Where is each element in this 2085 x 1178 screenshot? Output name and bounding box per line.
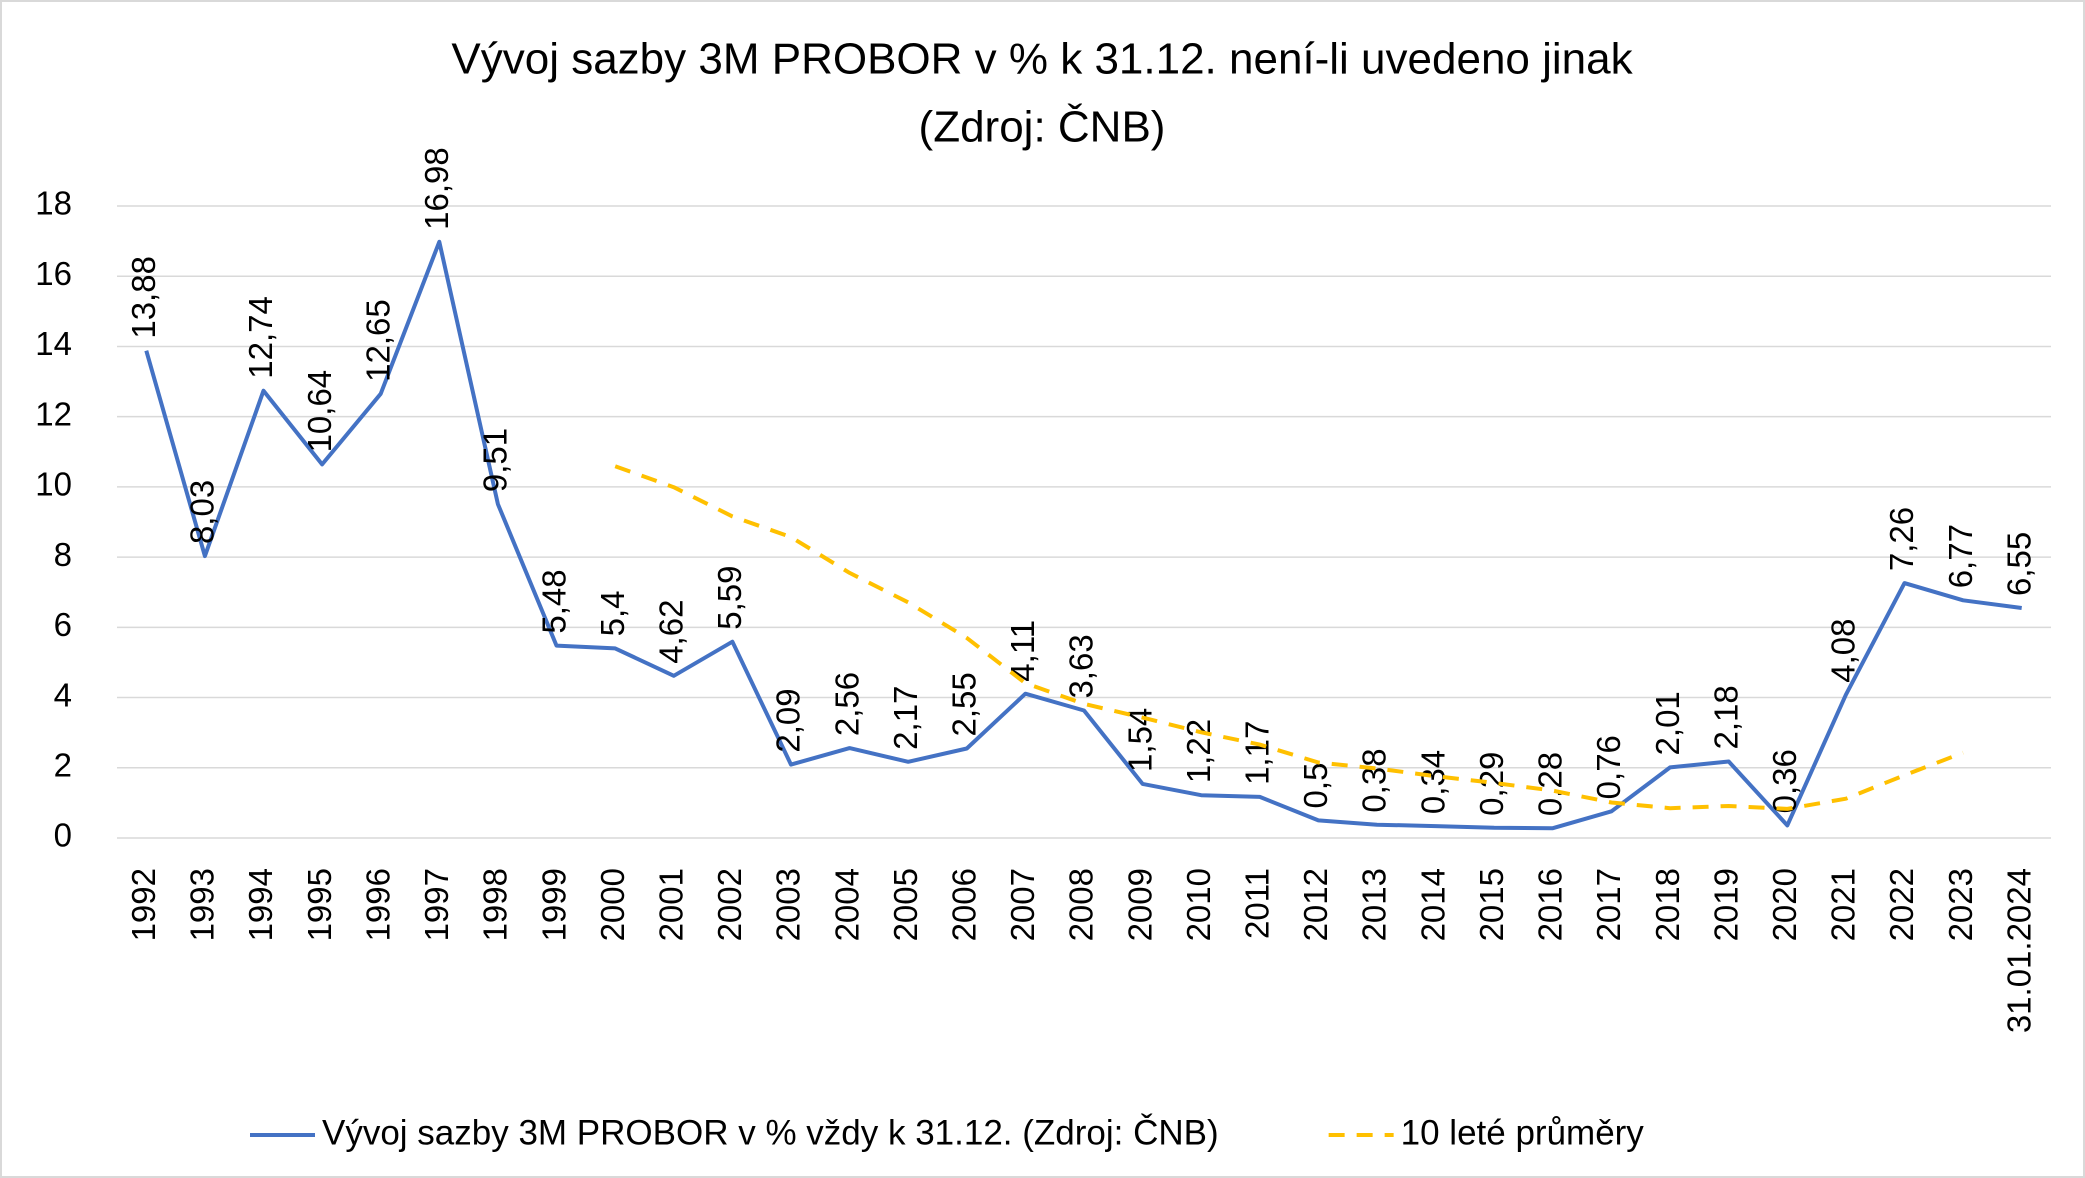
- data-label: 4,08: [1825, 619, 1862, 683]
- data-label: 0,28: [1532, 752, 1569, 816]
- x-tick-label: 1997: [418, 868, 455, 941]
- data-label: 5,59: [711, 565, 748, 629]
- y-tick-label: 18: [35, 185, 72, 222]
- x-tick-label: 2009: [1121, 868, 1158, 941]
- y-tick-label: 4: [54, 676, 72, 713]
- x-tick-label: 2020: [1766, 868, 1803, 941]
- x-tick-label: 2019: [1707, 868, 1744, 941]
- data-label: 0,36: [1766, 749, 1803, 813]
- chart-subtitle: (Zdroj: ČNB): [919, 102, 1166, 152]
- y-tick-label: 0: [54, 817, 72, 854]
- data-label: 0,34: [1414, 750, 1451, 814]
- x-tick-label: 1995: [301, 868, 338, 941]
- data-label: 8,03: [184, 480, 221, 544]
- x-tick-label: 2018: [1649, 868, 1686, 941]
- data-label: 6,55: [2000, 532, 2037, 596]
- data-label: 0,76: [1590, 735, 1627, 799]
- x-tick-label: 2017: [1590, 868, 1627, 941]
- legend-label: Vývoj sazby 3M PROBOR v % vždy k 31.12. …: [322, 1113, 1219, 1152]
- data-label: 1,54: [1121, 708, 1158, 772]
- data-label: 2,09: [770, 688, 807, 752]
- x-tick-label: 2004: [828, 868, 865, 941]
- y-tick-label: 10: [35, 466, 72, 503]
- data-label: 1,17: [1239, 721, 1276, 785]
- chart-title: Vývoj sazby 3M PROBOR v % k 31.12. není-…: [451, 35, 1633, 84]
- y-tick-label: 12: [35, 395, 72, 432]
- y-tick-label: 16: [35, 255, 72, 292]
- data-label: 13,88: [125, 256, 162, 339]
- data-label: 2,01: [1649, 691, 1686, 755]
- x-tick-label: 2010: [1180, 868, 1217, 941]
- x-tick-label: 2000: [594, 868, 631, 941]
- x-tick-label: 2011: [1239, 868, 1276, 939]
- data-label: 6,77: [1942, 524, 1979, 588]
- x-tick-label: 2001: [652, 868, 689, 941]
- x-tick-label: 1994: [242, 868, 279, 941]
- x-tick-label: 2002: [711, 868, 748, 941]
- legend-label: 10 leté průměry: [1401, 1113, 1645, 1152]
- x-tick-label: 2012: [1297, 868, 1334, 941]
- x-tick-label: 2007: [1004, 868, 1041, 941]
- data-label: 12,74: [242, 296, 279, 379]
- data-label: 2,56: [828, 672, 865, 736]
- data-label: 5,48: [535, 569, 572, 633]
- data-label: 2,17: [887, 686, 924, 750]
- data-label: 4,62: [652, 600, 689, 664]
- x-tick-label: 1996: [359, 868, 396, 941]
- data-label: 16,98: [418, 147, 455, 230]
- x-tick-label: 2005: [887, 868, 924, 941]
- data-label: 4,11: [1004, 620, 1041, 682]
- series-line: [614, 464, 1964, 811]
- data-label: 5,4: [594, 591, 631, 637]
- y-tick-label: 2: [54, 746, 72, 783]
- x-tick-label: 2016: [1532, 868, 1569, 941]
- x-tick-label: 1992: [125, 868, 162, 941]
- x-tick-label: 1998: [477, 868, 514, 941]
- data-label: 1,22: [1180, 719, 1217, 783]
- y-tick-label: 6: [54, 606, 72, 643]
- data-label: 2,18: [1707, 685, 1744, 749]
- x-tick-label: 1993: [184, 868, 221, 941]
- data-label: 10,64: [301, 370, 338, 453]
- data-label: 7,26: [1883, 507, 1920, 571]
- x-tick-label: 2021: [1825, 868, 1862, 941]
- x-tick-label: 2003: [770, 868, 807, 941]
- x-tick-label: 2022: [1883, 868, 1920, 941]
- data-label: 12,65: [359, 299, 396, 382]
- x-tick-label: 2015: [1473, 868, 1510, 941]
- x-tick-label: 1999: [535, 868, 572, 941]
- x-tick-label: 31.01.2024: [2000, 868, 2037, 1033]
- x-tick-label: 2008: [1063, 868, 1100, 941]
- y-tick-label: 14: [35, 325, 72, 362]
- x-tick-label: 2013: [1356, 868, 1393, 941]
- x-tick-label: 2014: [1414, 868, 1451, 941]
- data-label: 0,38: [1356, 748, 1393, 812]
- data-label: 0,5: [1297, 763, 1334, 809]
- data-label: 2,55: [946, 672, 983, 736]
- data-label: 9,51: [477, 428, 514, 492]
- data-label: 3,63: [1063, 634, 1100, 698]
- x-tick-label: 2006: [946, 868, 983, 941]
- series-line: [144, 239, 2022, 831]
- x-tick-label: 2023: [1942, 868, 1979, 941]
- y-tick-label: 8: [54, 536, 72, 573]
